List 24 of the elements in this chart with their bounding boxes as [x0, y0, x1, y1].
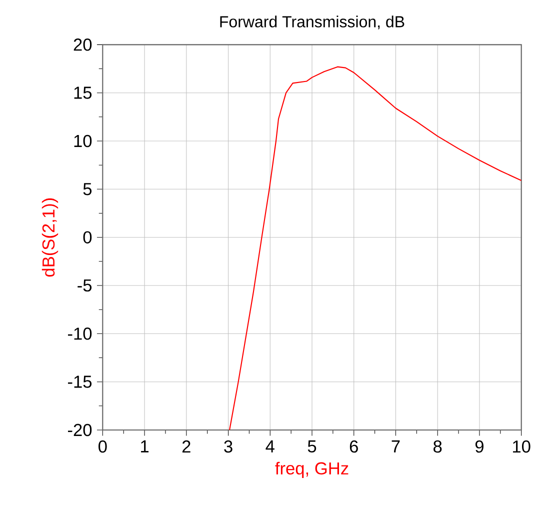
y-tick-label: 15 — [74, 86, 92, 99]
y-tick-label: -5 — [78, 279, 92, 292]
x-tick-label: 9 — [475, 440, 484, 453]
y-axis-title: dB(S(2,1)) — [42, 198, 58, 277]
x-tick-label: 4 — [266, 440, 274, 452]
x-tick-label: 1 — [141, 440, 149, 452]
x-tick-label: 5 — [308, 440, 316, 452]
x-axis-title: freq, GHz — [275, 462, 348, 478]
y-tick-label: 20 — [74, 38, 92, 51]
line-series — [228, 66, 522, 430]
x-tick-label: 8 — [434, 440, 442, 453]
x-tick-label: 7 — [392, 440, 400, 452]
chart-title: Forward Transmission, dB — [220, 16, 404, 30]
x-tick-label: 0 — [98, 440, 107, 453]
x-tick-label: 2 — [182, 440, 190, 453]
x-tick-label: 10 — [513, 440, 530, 453]
y-tick-label: -10 — [68, 328, 92, 340]
y-tick-label: 5 — [83, 183, 92, 196]
y-tick-label: -20 — [68, 424, 92, 436]
y-tick-label: 0 — [83, 231, 92, 244]
x-tick-label: 3 — [224, 440, 232, 453]
y-tick-label: 10 — [74, 134, 92, 148]
y-tick-label: -15 — [68, 376, 92, 388]
x-tick-label: 6 — [350, 440, 358, 453]
